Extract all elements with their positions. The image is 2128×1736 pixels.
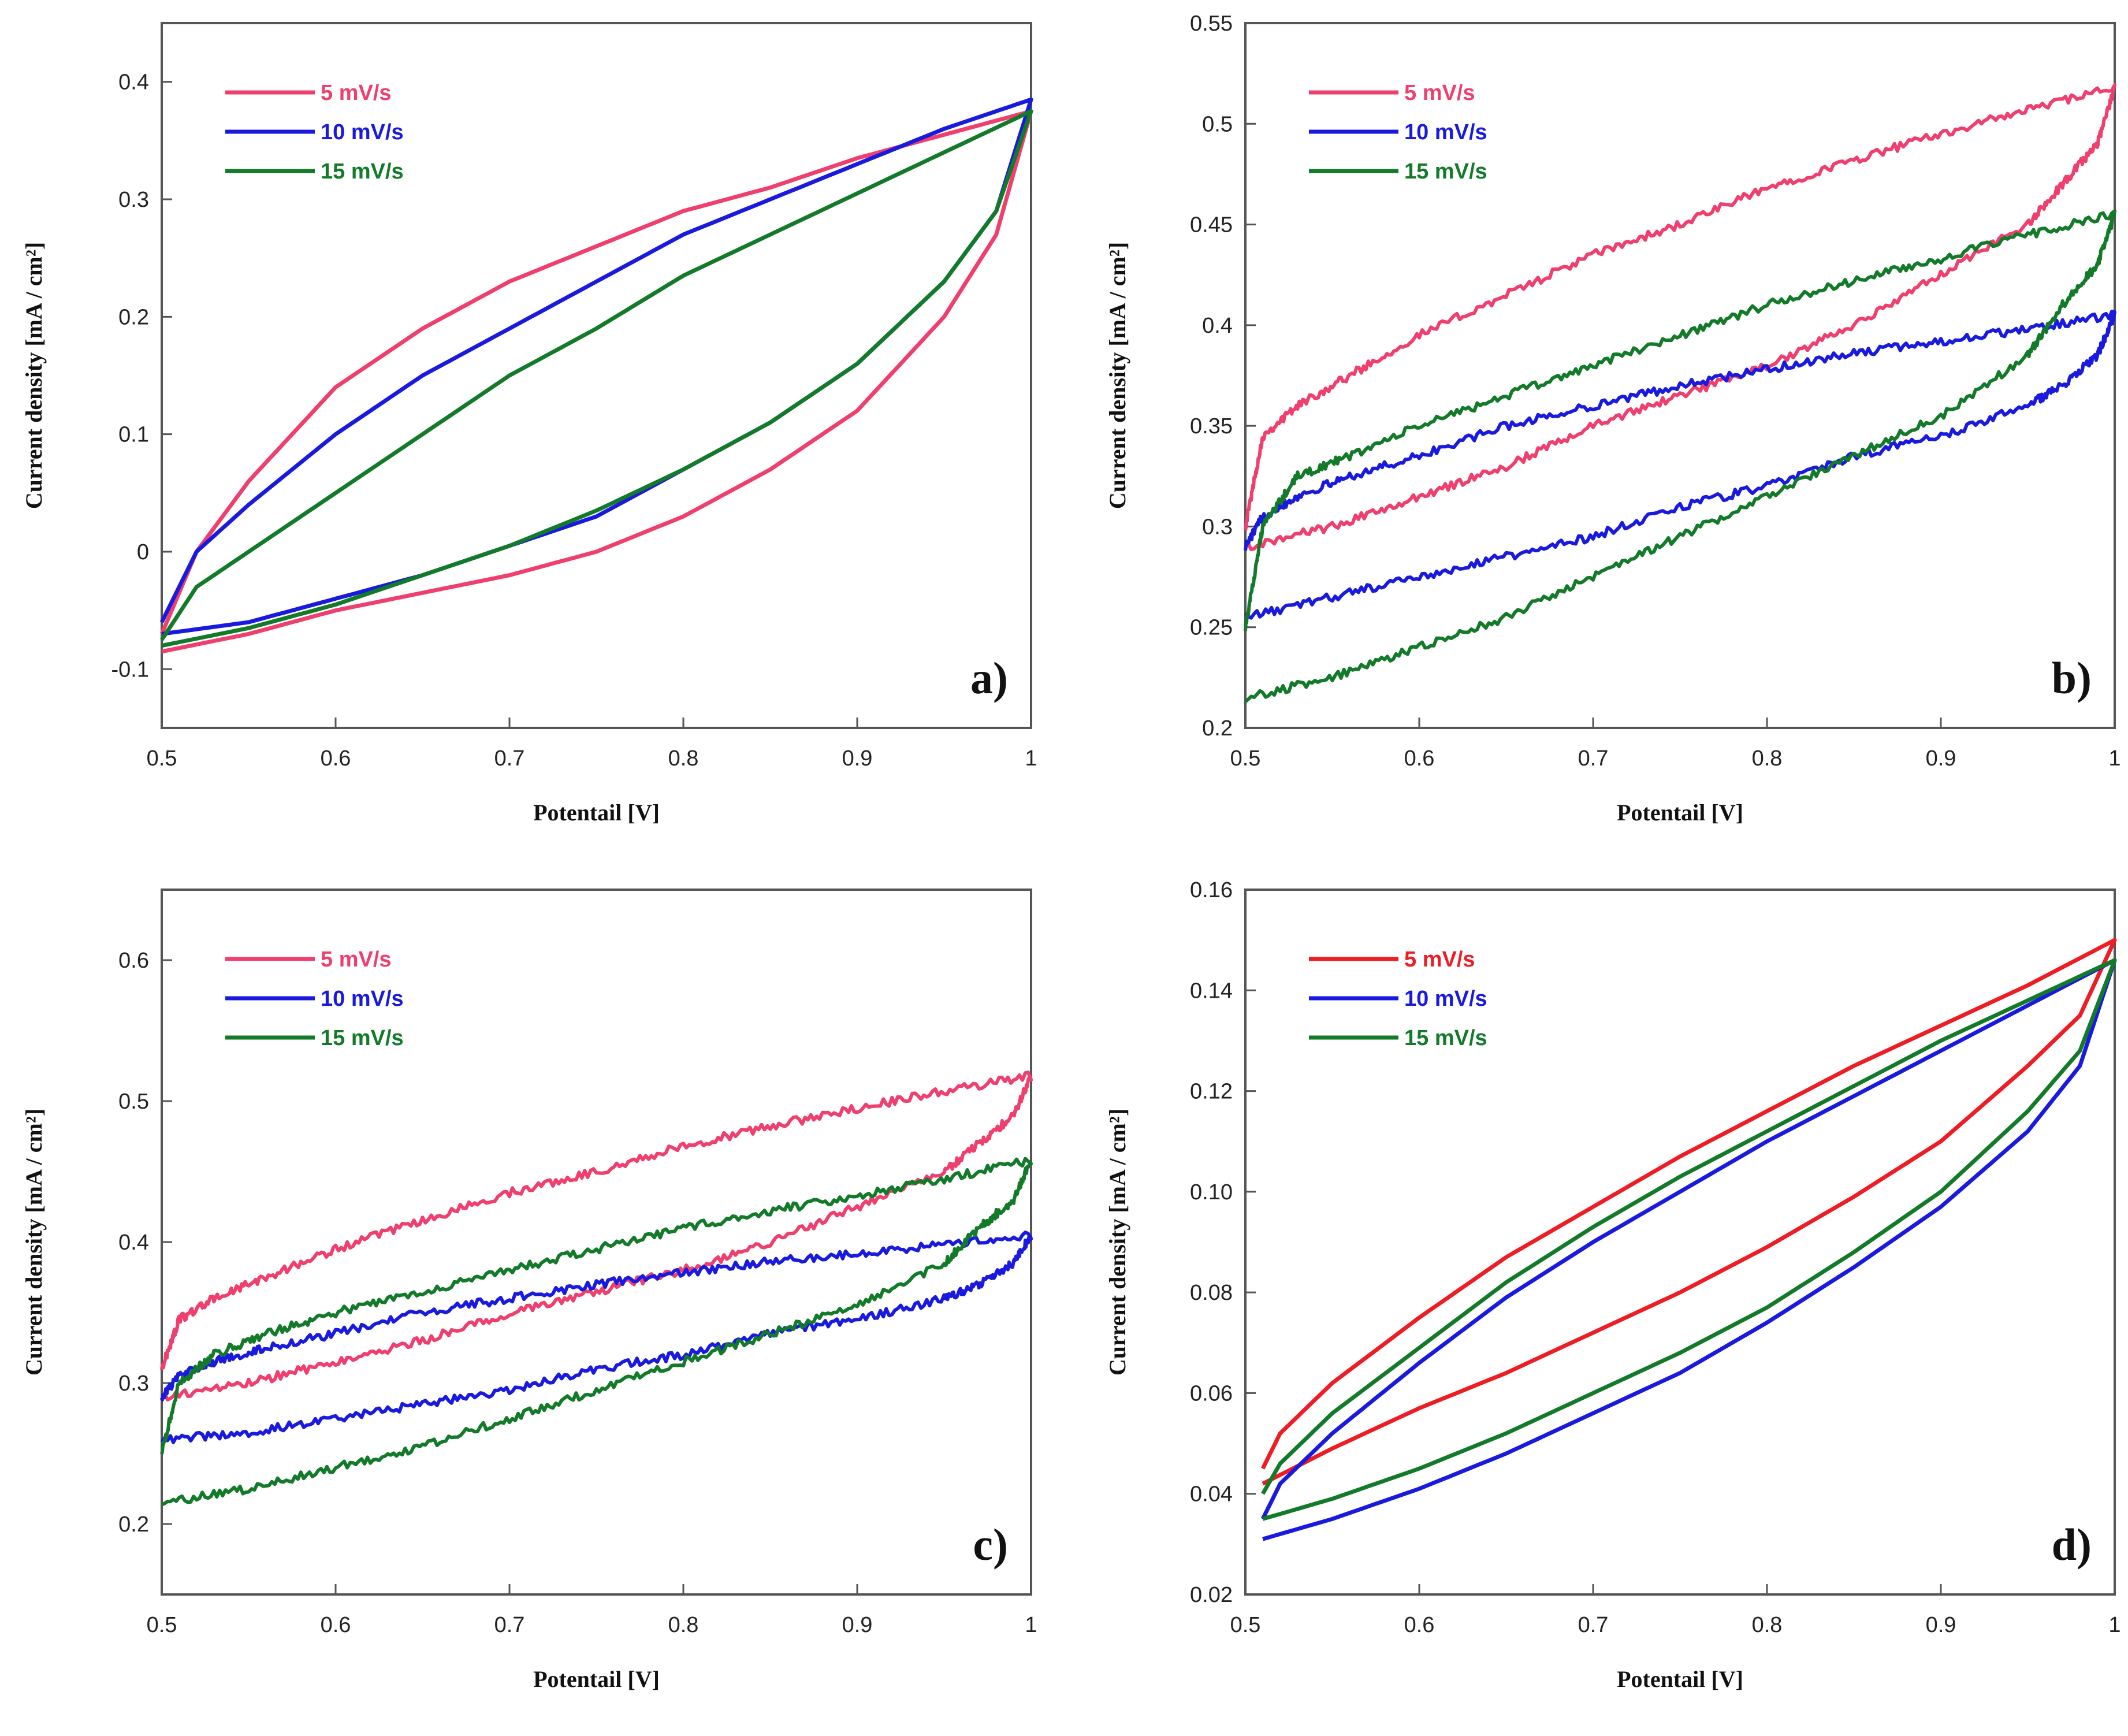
series-line-10-mv-s (1244, 310, 2116, 620)
y-tick-label: 0.1 (118, 423, 149, 447)
legend-label: 5 mV/s (1404, 947, 1475, 972)
y-tick-label: 0.12 (1190, 1080, 1233, 1104)
chart-panel-b: 0.5 0.6 0.7 0.8 0.9 1 0.2 0.25 0.3 0.35 0.4 0.45 0.5… (1084, 0, 2128, 867)
y-tick-label: 0.2 (1202, 716, 1233, 741)
plot-area-frame (1244, 22, 2116, 729)
x-tick-label: 0.7 (1578, 1613, 1609, 1637)
x-tick-label: 0.9 (842, 746, 873, 771)
legend-label: 10 mV/s (321, 120, 404, 144)
y-axis-title: Current density [mA / cm²] (21, 242, 47, 509)
y-tick-label: 0.08 (1190, 1281, 1233, 1305)
x-tick-label: 0.9 (1926, 746, 1956, 771)
plot-area-frame (1244, 889, 2116, 1596)
y-tick-label: 0.55 (1190, 12, 1233, 36)
x-axis-title: Potentail [V] (533, 1666, 660, 1692)
chart-panel-d: 0.5 0.6 0.7 0.8 0.9 1 0.02 0.04 0.06 0.08 0.10 0.12… (1084, 867, 2128, 1733)
x-tick-label: 0.8 (1752, 746, 1783, 771)
y-tick-label: 0.3 (118, 188, 149, 212)
y-axis-title: Current density [mA / cm²] (1104, 1109, 1130, 1376)
y-tick-label: -0.1 (111, 657, 149, 682)
y-tick-label: 0.6 (118, 949, 149, 973)
x-axis-title: Potentail [V] (533, 800, 660, 826)
chart-svg: 0.5 0.6 0.7 0.8 0.9 1 -0.1 0 0.1 0.2 0.3 0.4 Potenta… (21, 22, 1037, 826)
y-tick-label: 0.45 (1190, 213, 1233, 237)
panel-letter-label: c) (973, 1519, 1008, 1570)
legend-label: 10 mV/s (1404, 120, 1487, 144)
legend-label: 15 mV/s (1404, 159, 1487, 184)
x-tick-label: 0.6 (321, 1613, 351, 1637)
y-tick-label: 0.5 (118, 1090, 149, 1114)
x-axis-title: Potentail [V] (1617, 1666, 1743, 1692)
x-tick-label: 0.7 (494, 746, 525, 771)
legend-label: 5 mV/s (321, 947, 392, 972)
y-tick-label: 0.04 (1190, 1482, 1233, 1507)
x-tick-label: 0.8 (1752, 1613, 1783, 1637)
y-tick-label: 0.25 (1190, 616, 1233, 640)
x-tick-label: 0.8 (668, 746, 699, 771)
series-line-5-mv-s (160, 1070, 1033, 1402)
legend-label: 10 mV/s (1404, 987, 1487, 1011)
x-tick-label: 0.5 (147, 1613, 177, 1637)
series-line-5-mv-s (1244, 83, 2116, 551)
y-tick-label: 0 (137, 540, 149, 564)
legend-label: 5 mV/s (321, 81, 392, 105)
x-tick-label: 0.6 (321, 746, 351, 771)
x-tick-label: 0.6 (1404, 746, 1435, 771)
series-line-15-mv-s (1244, 209, 2116, 703)
x-tick-label: 1 (1025, 746, 1037, 771)
y-tick-label: 0.02 (1190, 1583, 1233, 1607)
legend-label: 10 mV/s (321, 987, 404, 1011)
x-tick-label: 0.9 (842, 1613, 873, 1637)
legend-label: 15 mV/s (321, 1026, 404, 1050)
x-tick-label: 0.6 (1404, 1613, 1435, 1637)
y-tick-label: 0.4 (118, 1231, 149, 1255)
legend-label: 15 mV/s (1404, 1026, 1487, 1050)
chart-svg: 0.5 0.6 0.7 0.8 0.9 1 0.2 0.25 0.3 0.35 0.4 0.45 0.5… (1104, 12, 2121, 826)
x-tick-label: 0.7 (494, 1613, 525, 1637)
y-tick-label: 0.4 (118, 70, 149, 95)
panel-letter-label: a) (970, 653, 1008, 703)
series-line-15-mv-s (1261, 958, 2117, 1521)
panel-letter-label: d) (2052, 1519, 2092, 1570)
x-tick-label: 0.5 (147, 746, 177, 771)
x-tick-label: 1 (2108, 746, 2120, 771)
series-line-15-mv-s (160, 1157, 1033, 1507)
y-axis-title: Current density [mA / cm²] (21, 1109, 47, 1376)
x-tick-label: 1 (1025, 1613, 1037, 1637)
legend-label: 15 mV/s (321, 159, 404, 184)
y-tick-label: 0.16 (1190, 878, 1233, 902)
x-tick-label: 0.5 (1230, 1613, 1261, 1637)
x-tick-label: 0.8 (668, 1613, 699, 1637)
x-tick-label: 1 (2108, 1613, 2120, 1637)
chart-panel-c: 0.5 0.6 0.7 0.8 0.9 1 0.2 0.3 0.4 0.5 0.6 Potentail… (0, 867, 1044, 1733)
y-tick-label: 0.4 (1202, 314, 1233, 338)
series-line-10-mv-s (160, 1231, 1033, 1444)
chart-panel-a: 0.5 0.6 0.7 0.8 0.9 1 -0.1 0 0.1 0.2 0.3 0.4 Potenta… (0, 0, 1044, 867)
series-line-5-mv-s (1260, 938, 2117, 1486)
y-tick-label: 0.3 (118, 1371, 149, 1396)
chart-svg: 0.5 0.6 0.7 0.8 0.9 1 0.2 0.3 0.4 0.5 0.6 Potentail… (21, 889, 1037, 1692)
plot-area-frame (161, 889, 1032, 1596)
chart-svg: 0.5 0.6 0.7 0.8 0.9 1 0.02 0.04 0.06 0.08 0.10 0.12… (1104, 878, 2121, 1692)
y-tick-label: 0.14 (1190, 979, 1233, 1003)
x-tick-label: 0.5 (1230, 746, 1261, 771)
x-tick-label: 0.7 (1578, 746, 1609, 771)
y-tick-label: 0.5 (1202, 112, 1233, 136)
y-tick-label: 0.3 (1202, 515, 1233, 539)
x-tick-label: 0.9 (1926, 1613, 1956, 1637)
legend-label: 5 mV/s (1404, 81, 1475, 105)
y-tick-label: 0.06 (1190, 1381, 1233, 1406)
y-axis-title: Current density [mA / cm²] (1104, 242, 1130, 509)
panel-letter-label: b) (2052, 653, 2092, 703)
y-tick-label: 0.10 (1190, 1180, 1233, 1205)
y-tick-label: 0.2 (118, 1512, 149, 1537)
series-line-15-mv-s (160, 109, 1033, 648)
y-tick-label: 0.35 (1190, 414, 1233, 438)
y-tick-label: 0.2 (118, 305, 149, 329)
x-axis-title: Potentail [V] (1617, 800, 1743, 826)
